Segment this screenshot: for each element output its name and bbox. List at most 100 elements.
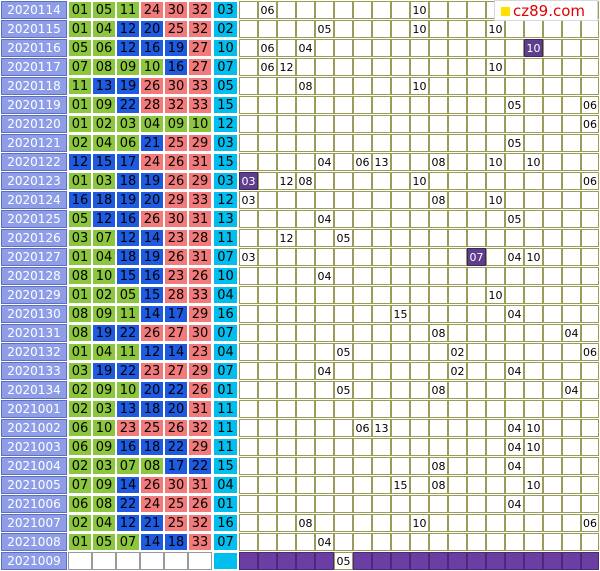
red-ball: 26 — [188, 495, 212, 513]
omission-value-highlight: 10 — [524, 39, 543, 57]
grid-cell — [277, 305, 296, 323]
grid-cell — [562, 400, 581, 418]
grid-cell — [543, 267, 562, 285]
red-ball: 01 — [68, 20, 92, 38]
grid-cell — [467, 115, 486, 133]
omission-value: 08 — [429, 191, 448, 209]
red-ball: 19 — [164, 39, 188, 57]
grid-cell — [391, 419, 410, 437]
grid-cell — [486, 172, 505, 190]
omission-value: 12 — [277, 58, 296, 76]
grid-cell — [353, 476, 372, 494]
grid-cell — [334, 248, 353, 266]
grid-cell — [524, 115, 543, 133]
grid-cell — [581, 457, 599, 475]
grid-cell — [391, 533, 410, 551]
grid-cell — [391, 381, 410, 399]
grid-cell — [562, 438, 581, 456]
grid-cell — [410, 39, 429, 57]
issue-number: 2020129 — [1, 286, 67, 304]
grid-cell — [562, 457, 581, 475]
omission-value-highlight: 03 — [239, 172, 258, 190]
grid-cell — [258, 20, 277, 38]
red-ball: 19 — [116, 77, 140, 95]
grid-cell — [296, 381, 315, 399]
grid-cell — [581, 438, 599, 456]
red-ball: 31 — [188, 248, 212, 266]
grid-cell — [581, 20, 599, 38]
grid-cell — [391, 324, 410, 342]
grid-cell — [429, 20, 448, 38]
grid-cell — [239, 20, 258, 38]
red-ball: 08 — [68, 267, 92, 285]
red-ball: 01 — [68, 343, 92, 361]
issue-number: 2021005 — [1, 476, 67, 494]
grid-cell — [277, 381, 296, 399]
grid-cell — [524, 514, 543, 532]
pending-cell — [372, 552, 391, 570]
red-ball: 22 — [116, 324, 140, 342]
grid-cell — [239, 39, 258, 57]
red-ball: 03 — [68, 362, 92, 380]
grid-cell — [410, 438, 429, 456]
red-ball: 22 — [164, 438, 188, 456]
grid-cell — [429, 400, 448, 418]
omission-value: 04 — [505, 495, 524, 513]
issue-number: 2020122 — [1, 153, 67, 171]
grid-cell — [334, 1, 353, 19]
grid-cell — [334, 286, 353, 304]
grid-cell — [543, 153, 562, 171]
red-ball: 18 — [140, 438, 164, 456]
grid-cell — [277, 210, 296, 228]
grid-cell — [372, 305, 391, 323]
omission-value: 10 — [524, 248, 543, 266]
grid-cell — [258, 381, 277, 399]
omission-value: 13 — [372, 419, 391, 437]
red-ball: 16 — [68, 191, 92, 209]
grid-cell — [486, 533, 505, 551]
omission-value: 04 — [562, 324, 581, 342]
pending-cell — [239, 552, 258, 570]
grid-cell — [391, 362, 410, 380]
grid-cell — [486, 400, 505, 418]
red-ball: 22 — [188, 457, 212, 475]
grid-cell — [543, 191, 562, 209]
red-ball: 21 — [140, 134, 164, 152]
red-ball: 11 — [116, 1, 140, 19]
grid-cell — [410, 115, 429, 133]
red-ball: 17 — [116, 153, 140, 171]
omission-value: 06 — [581, 343, 599, 361]
blue-ball: 07 — [213, 324, 238, 342]
grid-cell — [429, 58, 448, 76]
red-ball: 06 — [68, 419, 92, 437]
grid-cell — [543, 248, 562, 266]
red-ball: 09 — [116, 58, 140, 76]
red-ball: 26 — [164, 419, 188, 437]
grid-cell — [410, 362, 429, 380]
grid-cell — [372, 476, 391, 494]
grid-cell — [486, 267, 505, 285]
red-ball: 05 — [92, 533, 116, 551]
red-ball: 14 — [140, 229, 164, 247]
grid-cell — [334, 305, 353, 323]
grid-cell — [562, 210, 581, 228]
site-logo[interactable]: cz89.com — [494, 0, 598, 21]
pending-cell — [391, 552, 410, 570]
red-ball: 09 — [92, 438, 116, 456]
omission-value: 05 — [334, 229, 353, 247]
blue-ball-empty — [213, 552, 238, 570]
red-ball: 25 — [164, 495, 188, 513]
grid-cell — [334, 210, 353, 228]
grid-cell — [486, 362, 505, 380]
issue-number: 2021002 — [1, 419, 67, 437]
omission-value: 10 — [410, 77, 429, 95]
grid-cell — [543, 400, 562, 418]
blue-ball: 07 — [213, 533, 238, 551]
pending-cell — [315, 552, 334, 570]
red-ball: 23 — [164, 229, 188, 247]
grid-cell — [334, 115, 353, 133]
blue-ball: 03 — [213, 1, 238, 19]
issue-number: 2021007 — [1, 514, 67, 532]
blue-ball: 01 — [213, 495, 238, 513]
omission-value: 04 — [315, 267, 334, 285]
